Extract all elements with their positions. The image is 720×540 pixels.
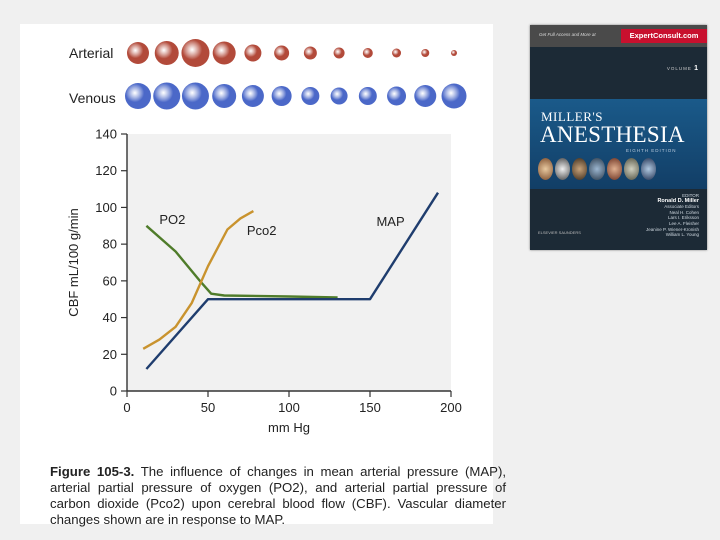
- vessel-diameter-row: [125, 39, 467, 110]
- x-tick-label: 100: [278, 400, 300, 415]
- x-tick-label: 50: [201, 400, 215, 415]
- venous-vessel-circle: [387, 86, 407, 106]
- venous-vessel-circle: [212, 84, 237, 108]
- arterial-vessel-circle: [392, 48, 402, 58]
- cover-associate-name: Neal H. Cohen: [669, 209, 699, 215]
- arterial-vessel-circle: [451, 50, 457, 56]
- figure-panel: Arterial Venous 0 20 40 60 80 100 120 140 0 50 100…: [20, 24, 506, 527]
- cover-volume-label: VOLUME: [666, 66, 692, 71]
- series-line-map: [145, 192, 440, 370]
- cover-thumb-image: [606, 158, 622, 180]
- arterial-vessel-circle: [127, 42, 149, 64]
- series-annotation: MAP: [376, 214, 404, 229]
- venous-vessel-circle: [181, 82, 209, 110]
- venous-row-label: Venous: [69, 90, 116, 106]
- cover-thumb-image: [572, 158, 588, 180]
- cover-title-line1: MILLER'S: [541, 109, 603, 124]
- y-tick-label: 40: [103, 310, 117, 325]
- cover-associate-label: Associate Editors: [664, 204, 699, 210]
- cover-associate-name: William L. Young: [665, 232, 699, 238]
- venous-vessel-circle: [125, 83, 151, 109]
- cover-publisher: ELSEVIER SAUNDERS: [538, 230, 581, 235]
- figure-svg: Arterial Venous 0 20 40 60 80 100 120 140 0 50 100…: [66, 39, 467, 436]
- series-line-pco2: [142, 210, 254, 350]
- series-annotation: PO2: [159, 212, 185, 227]
- arterial-vessel-circle: [303, 46, 317, 60]
- cover-editor-name: Ronald D. Miller: [657, 197, 699, 204]
- venous-vessel-circle: [241, 85, 264, 107]
- cover-associate-name: Lars I. Eriksson: [667, 215, 699, 221]
- arterial-vessel-circle: [212, 41, 236, 65]
- cover-thumb-image: [555, 158, 571, 180]
- arterial-vessel-circle: [274, 45, 290, 61]
- venous-vessel-circle: [414, 85, 437, 107]
- cover-associate-name: Lee A. Fleisher: [668, 220, 699, 226]
- arterial-vessel-circle: [244, 44, 262, 62]
- cover-thumb-image: [589, 158, 605, 180]
- plot-area: [127, 134, 451, 391]
- arterial-vessel-circle: [154, 41, 179, 65]
- venous-vessel-circle: [153, 82, 181, 110]
- y-tick-label: 20: [103, 347, 117, 362]
- cover-associate-name: Jeanine P. Wiener-Kronish: [646, 226, 699, 232]
- cover-thumb-image: [640, 158, 656, 180]
- cover-brand-badge: ExpertConsult.com: [621, 29, 707, 43]
- y-tick-label: 60: [103, 273, 117, 288]
- book-cover: Get Full Access and More at ExpertConsul…: [530, 25, 707, 250]
- series-line-po2: [145, 224, 338, 299]
- y-tick-label: 120: [95, 163, 117, 178]
- arterial-vessel-circle: [333, 47, 345, 59]
- x-axis-label: mm Hg: [268, 420, 310, 435]
- venous-vessel-circle: [441, 83, 467, 109]
- cover-authors: EDITOR Ronald D. Miller Associate Editor…: [629, 193, 699, 238]
- cover-volume: VOLUME 1: [667, 65, 699, 72]
- y-axis-label: CBF mL/100 g/min: [66, 208, 81, 316]
- x-tick-label: 200: [440, 400, 462, 415]
- cover-editor-label: EDITOR: [682, 193, 699, 198]
- venous-vessel-circle: [358, 87, 377, 105]
- y-tick-label: 100: [95, 200, 117, 215]
- venous-vessel-circle: [271, 86, 292, 106]
- cover-thumb-image: [538, 158, 554, 180]
- x-tick-label: 0: [123, 400, 130, 415]
- cbf-chart: 0 20 40 60 80 100 120 140 0 50 100 150 200 mm Hg CBF m…: [66, 127, 462, 436]
- cover-volume-number: 1: [694, 65, 699, 72]
- venous-vessel-circle: [301, 87, 320, 105]
- x-tick-label: 150: [359, 400, 381, 415]
- cover-title-line2: ANESTHESIA: [540, 122, 685, 147]
- arterial-vessel-circle: [362, 48, 373, 58]
- y-tick-label: 140: [95, 127, 117, 142]
- arterial-vessel-circle: [421, 49, 430, 57]
- cover-thumb-image: [623, 158, 639, 180]
- figure-caption: Figure 105-3. The influence of changes i…: [50, 464, 506, 528]
- venous-vessel-circle: [330, 87, 348, 105]
- y-tick-label: 80: [103, 237, 117, 252]
- arterial-vessel-circle: [181, 39, 210, 67]
- arterial-row-label: Arterial: [69, 45, 113, 61]
- series-annotation: Pco2: [247, 223, 277, 238]
- cover-promo-text: Get Full Access and More at: [539, 32, 596, 37]
- cover-edition: EIGHTH EDITION: [626, 148, 677, 153]
- y-tick-label: 0: [110, 384, 117, 399]
- figure-caption-text: The influence of changes in mean arteria…: [50, 464, 506, 527]
- figure-label: Figure 105-3.: [50, 464, 135, 479]
- cover-image-strip: [538, 158, 656, 180]
